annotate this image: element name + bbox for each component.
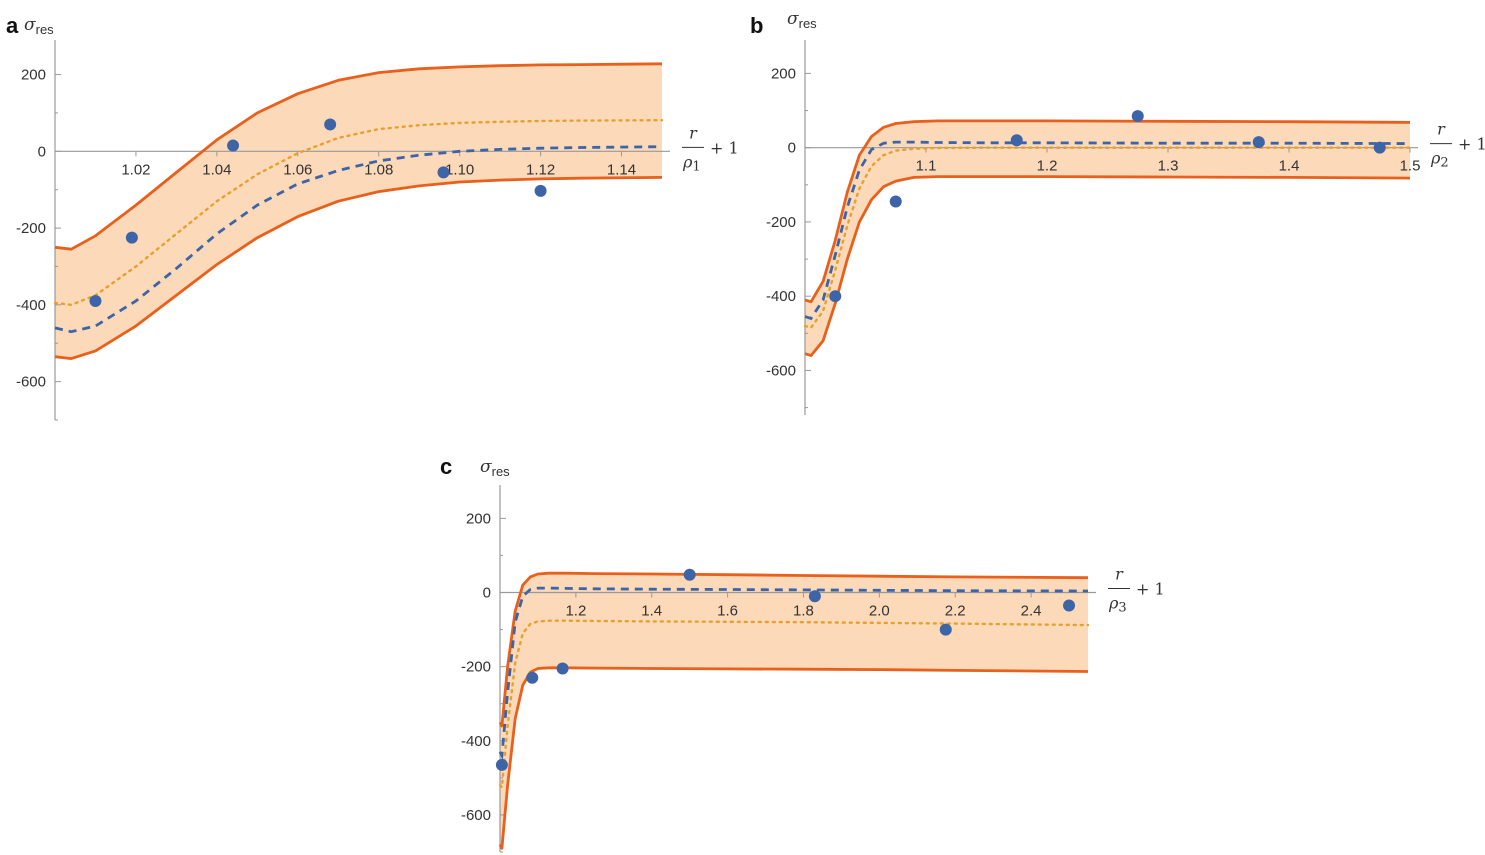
panel-letter: b — [750, 13, 763, 38]
data-point — [939, 623, 952, 636]
data-point — [125, 231, 138, 244]
x-label-numerator: r — [1115, 565, 1124, 584]
x-label-suffix: + 1 — [1136, 580, 1165, 599]
data-point — [1063, 599, 1076, 612]
x-tick-label: 1.04 — [202, 161, 231, 178]
data-point — [1131, 110, 1144, 123]
x-label-suffix: + 1 — [1458, 135, 1485, 154]
y-tick-label: 200 — [21, 67, 46, 84]
x-label-denominator: ρ1 — [682, 152, 701, 174]
x-tick-label: 1.1 — [916, 158, 937, 175]
dashed-line — [804, 140, 1411, 321]
dotted-line — [803, 146, 1412, 330]
data-point — [534, 184, 547, 197]
confidence-band — [500, 573, 1088, 849]
x-tick-label: 1.3 — [1158, 158, 1179, 175]
x-tick-label: 1.4 — [1279, 158, 1300, 175]
data-point — [526, 671, 539, 684]
x-tick-label: 1.06 — [283, 161, 312, 178]
x-axis-label: r ρ1 + 1 — [682, 123, 739, 174]
y-tick-label: 200 — [466, 510, 491, 527]
x-tick-label: 1.2 — [565, 603, 586, 620]
lower-bound-line — [498, 666, 1089, 850]
x-tick-label: 1.4 — [641, 603, 662, 620]
x-label-numerator: r — [1437, 120, 1446, 139]
y-tick-label: -400 — [16, 297, 46, 314]
x-axis-label: r ρ3 + 1 — [1108, 565, 1165, 616]
dashed-line — [498, 586, 1089, 761]
data-point — [889, 195, 902, 208]
dotted-line — [498, 619, 1090, 790]
y-tick-label: -400 — [461, 733, 491, 750]
x-label-denominator: ρ3 — [1108, 594, 1127, 616]
panel-letter: a — [6, 13, 19, 38]
x-axis-label: r ρ2 + 1 — [1430, 120, 1485, 171]
panel-b: 200 0 -200 -400 -600 1.1 1.2 1.3 1.4 1.5 b σres r ρ2 +… — [750, 9, 1485, 415]
panel-c: 200 0 -200 -400 -600 1.2 1.4 1.6 1.8 2.0 2.2 2.4 c σr… — [440, 454, 1165, 853]
x-label-numerator: r — [689, 123, 698, 142]
upper-bound-line — [804, 119, 1411, 304]
x-tick-label: 2.2 — [945, 603, 966, 620]
data-point — [1010, 134, 1023, 147]
x-tick-label: 1.02 — [121, 161, 150, 178]
y-tick-label: 200 — [771, 65, 796, 82]
x-label-denominator: ρ2 — [1430, 149, 1449, 171]
y-tick-label: -200 — [461, 659, 491, 676]
upper-bound-line — [498, 571, 1089, 728]
x-tick-label: 1.12 — [526, 161, 555, 178]
x-tick-label: 1.5 — [1400, 158, 1421, 175]
dotted-line — [53, 119, 664, 307]
confidence-band — [55, 63, 662, 359]
x-tick-label: 1.2 — [1037, 158, 1058, 175]
y-tick-label: -600 — [16, 374, 46, 391]
data-point — [89, 295, 102, 308]
dashed-line — [54, 145, 663, 334]
data-point — [227, 139, 240, 152]
data-point — [495, 758, 508, 771]
data-point — [1373, 141, 1386, 154]
y-tick-label: -400 — [766, 288, 796, 305]
x-tick-label: 1.08 — [364, 161, 393, 178]
panel-a: 200 0 -200 -400 -600 1.02 1.04 1.06 1.08 1.10 1.12… — [6, 13, 739, 421]
data-point — [437, 166, 450, 179]
x-tick-label: 1.14 — [607, 161, 636, 178]
data-point — [829, 290, 842, 303]
y-axis-label: σres — [787, 9, 817, 31]
y-tick-label: 0 — [38, 143, 46, 160]
confidence-band — [805, 120, 1410, 356]
x-tick-label: 2.0 — [869, 603, 890, 620]
lower-bound-line — [54, 176, 663, 360]
data-point — [1252, 136, 1265, 149]
panel-letter: c — [440, 454, 452, 479]
y-axis-label: σres — [24, 15, 54, 37]
lower-bound-line — [804, 175, 1411, 357]
y-tick-label: -600 — [766, 362, 796, 379]
data-point — [556, 662, 569, 675]
x-tick-label: 2.4 — [1021, 603, 1042, 620]
y-tick-label: 0 — [788, 140, 796, 157]
x-tick-label: 1.10 — [445, 161, 474, 178]
y-tick-label: -600 — [461, 807, 491, 824]
x-tick-label: 1.6 — [717, 603, 738, 620]
data-point — [683, 568, 696, 581]
data-point — [324, 118, 337, 131]
y-tick-label: -200 — [16, 220, 46, 237]
x-label-suffix: + 1 — [710, 138, 739, 157]
y-axis-label: σres — [480, 457, 510, 479]
x-tick-label: 1.8 — [793, 603, 814, 620]
data-point — [808, 590, 821, 603]
upper-bound-line — [54, 62, 663, 251]
y-tick-label: -200 — [766, 214, 796, 231]
y-tick-label: 0 — [483, 585, 491, 602]
